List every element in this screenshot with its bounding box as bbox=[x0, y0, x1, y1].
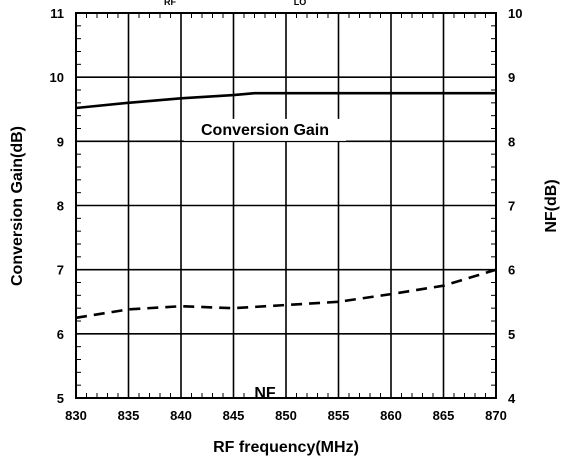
grid bbox=[75, 12, 497, 399]
y-left-tick-label: 11 bbox=[50, 6, 64, 21]
x-tick-label: 830 bbox=[65, 408, 87, 423]
y-right-tick-label: 4 bbox=[508, 391, 516, 406]
top-clipped-labels: RF LO bbox=[164, 0, 306, 7]
y-left-tick-labels: 5 6 7 8 9 10 11 bbox=[50, 6, 64, 406]
top-clipped-label-rf: RF bbox=[164, 0, 176, 7]
y-left-tick-label: 6 bbox=[57, 327, 64, 342]
annotations: Conversion Gain NF bbox=[184, 118, 346, 404]
y-right-tick-label: 6 bbox=[508, 263, 515, 278]
y-right-tick-label: 5 bbox=[508, 327, 515, 342]
x-tick-labels: 830 835 840 845 850 855 860 865 870 bbox=[65, 408, 507, 423]
y-left-tick-label: 10 bbox=[50, 70, 64, 85]
x-tick-label: 845 bbox=[223, 408, 245, 423]
x-axis-title: RF frequency(MHz) bbox=[213, 439, 359, 456]
y-left-tick-label: 5 bbox=[57, 391, 64, 406]
plot-frame bbox=[75, 12, 497, 399]
annotation-conversion-gain: Conversion Gain bbox=[201, 122, 329, 139]
series-line-nf bbox=[75, 268, 497, 320]
x-tick-label: 840 bbox=[170, 408, 192, 423]
x-tick-label: 865 bbox=[433, 408, 455, 423]
y-right-axis-title: NF(dB) bbox=[543, 179, 560, 232]
annotation-bg-0 bbox=[184, 118, 346, 141]
annotation-nf: NF bbox=[254, 385, 276, 402]
x-tick-label: 860 bbox=[380, 408, 402, 423]
y-left-tick-label: 7 bbox=[57, 263, 64, 278]
y-left-axis-title: Conversion Gain(dB) bbox=[9, 126, 26, 286]
x-tick-label: 850 bbox=[275, 408, 297, 423]
top-clipped-label-lo: LO bbox=[294, 0, 307, 7]
y-right-tick-labels: 4 5 6 7 8 9 10 bbox=[508, 6, 522, 406]
y-right-tick-label: 9 bbox=[508, 70, 515, 85]
x-tick-label: 870 bbox=[485, 408, 507, 423]
series-layer bbox=[75, 91, 497, 320]
y-right-tick-label: 7 bbox=[508, 199, 515, 214]
x-tick-label: 835 bbox=[118, 408, 140, 423]
y-left-tick-label: 8 bbox=[57, 199, 64, 214]
y-right-tick-label: 8 bbox=[508, 134, 515, 149]
y-right-tick-label: 10 bbox=[508, 6, 522, 21]
x-tick-label: 855 bbox=[328, 408, 350, 423]
y-left-tick-label: 9 bbox=[57, 134, 64, 149]
series-line-conversion-gain bbox=[75, 91, 496, 110]
